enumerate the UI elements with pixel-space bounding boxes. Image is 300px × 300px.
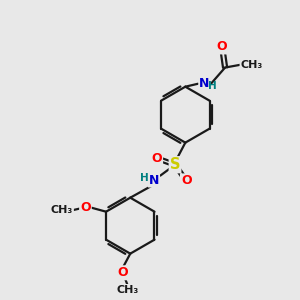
Text: O: O: [80, 201, 91, 214]
Text: N: N: [148, 173, 159, 187]
Text: S: S: [170, 157, 180, 172]
Text: H: H: [140, 173, 149, 183]
Text: N: N: [199, 77, 210, 90]
Text: O: O: [118, 266, 128, 279]
Text: CH₃: CH₃: [241, 60, 263, 70]
Text: O: O: [152, 152, 162, 165]
Text: CH₃: CH₃: [51, 205, 73, 215]
Text: O: O: [181, 174, 191, 188]
Text: CH₃: CH₃: [116, 285, 139, 295]
Text: H: H: [208, 81, 217, 91]
Text: O: O: [217, 40, 227, 53]
